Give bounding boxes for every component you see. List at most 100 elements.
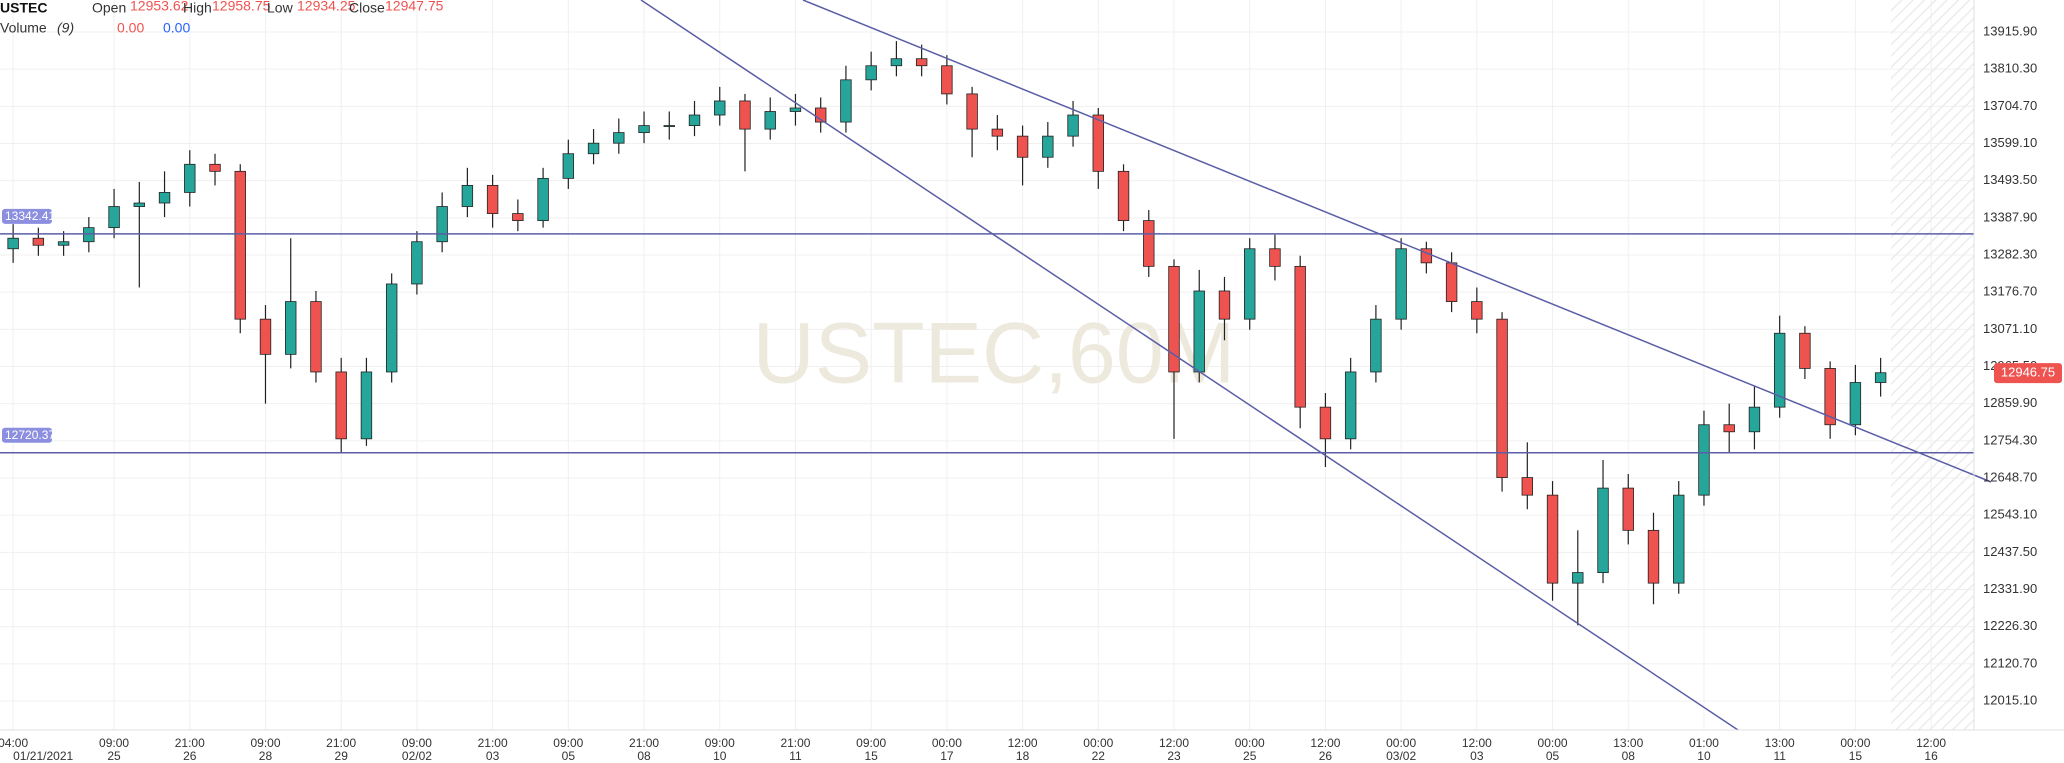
candle-body xyxy=(1546,494,1559,584)
x-tick-date: 02/02 xyxy=(402,749,432,763)
y-tick-label: 13282.30 xyxy=(1983,246,2037,261)
x-tick-label: 13:00 xyxy=(1765,736,1795,750)
candle-body xyxy=(1673,494,1685,584)
x-tick-label: 00:00 xyxy=(1235,736,1265,750)
candle-body xyxy=(1773,332,1786,408)
candle-body xyxy=(915,58,928,67)
candle-body xyxy=(714,100,726,116)
volume-value: 0.00 xyxy=(163,20,190,36)
candle-body xyxy=(1344,371,1357,440)
y-tick-label: 13599.10 xyxy=(1983,135,2037,150)
candle-body xyxy=(1218,290,1231,320)
candle-body xyxy=(739,100,751,130)
volume-label: Volume xyxy=(0,20,47,36)
x-tick-label: 12:00 xyxy=(1159,736,1189,750)
candle-body xyxy=(209,163,221,172)
x-tick-date: 23 xyxy=(1167,749,1181,763)
x-tick-date: 22 xyxy=(1092,749,1106,763)
x-tick-date: 03 xyxy=(486,749,500,763)
candle-body xyxy=(83,227,95,243)
candle-body xyxy=(1572,572,1584,584)
legend-header: USTEC Open 12953.62 High 12958.75 Low 12… xyxy=(0,0,444,36)
field-value: 12934.25 xyxy=(297,0,356,14)
x-tick-date: 28 xyxy=(259,749,273,763)
candle-body xyxy=(486,185,499,214)
x-tick-date: 05 xyxy=(562,749,576,763)
candle-body xyxy=(1647,529,1660,584)
candle-body xyxy=(814,107,827,123)
y-tick-label: 12754.30 xyxy=(1983,432,2037,447)
time-axis: 04:0001/21/202109:002521:002609:002821:0… xyxy=(0,736,1946,763)
x-tick-date: 29 xyxy=(335,749,349,763)
candle-body xyxy=(1521,477,1534,496)
candle-body xyxy=(587,142,600,155)
last-price: 12946.75 xyxy=(1994,363,2062,384)
candle-body xyxy=(1143,220,1155,267)
field-value: 12947.75 xyxy=(385,0,444,14)
x-tick-label: 09:00 xyxy=(856,736,886,750)
x-tick-date: 03 xyxy=(1470,749,1484,763)
candle-body xyxy=(1622,487,1634,531)
candle-body xyxy=(1294,265,1306,408)
y-tick-label: 13071.10 xyxy=(1983,321,2037,336)
candle-body xyxy=(7,237,19,250)
field-name: Open xyxy=(92,0,126,16)
y-tick-label: 13704.70 xyxy=(1983,98,2037,113)
candle-body xyxy=(890,58,903,67)
candle-body xyxy=(1471,301,1483,320)
candle-body xyxy=(133,202,146,207)
last-price-label: 12946.75 xyxy=(2001,365,2055,380)
field-value: 12953.62 xyxy=(130,0,189,14)
candle-body xyxy=(57,241,70,246)
y-tick-label: 13493.50 xyxy=(1983,172,2037,187)
x-tick-label: 21:00 xyxy=(629,736,659,750)
trendlines xyxy=(640,0,1974,730)
grid xyxy=(0,0,1974,730)
trendline xyxy=(802,0,1974,476)
x-tick-date: 25 xyxy=(107,749,121,763)
x-tick-date: 08 xyxy=(637,749,651,763)
candle-body xyxy=(1748,406,1761,433)
x-tick-label: 09:00 xyxy=(250,736,280,750)
candle-body xyxy=(613,132,625,144)
x-tick-date: 15 xyxy=(1849,749,1863,763)
candle-body xyxy=(411,241,423,285)
candle-body xyxy=(1445,262,1458,302)
x-tick-label: 21:00 xyxy=(780,736,810,750)
x-tick-date: 17 xyxy=(940,749,954,763)
candle-body xyxy=(991,128,1004,137)
y-tick-label: 12331.90 xyxy=(1983,581,2037,596)
y-tick-label: 13915.90 xyxy=(1983,23,2037,38)
volume-period: (9) xyxy=(57,20,74,36)
x-tick-label: 12:00 xyxy=(1462,736,1492,750)
y-tick-label: 12859.90 xyxy=(1983,395,2037,410)
x-tick-label: 12:00 xyxy=(1916,736,1946,750)
candle-body xyxy=(764,111,776,130)
candle-body xyxy=(335,371,347,440)
candle-body xyxy=(1597,487,1609,573)
candle-body xyxy=(688,114,701,126)
field-value: 12958.75 xyxy=(212,0,271,14)
x-tick-date: 16 xyxy=(1924,749,1938,763)
y-tick-label: 12226.30 xyxy=(1983,618,2037,633)
x-tick-label: 12:00 xyxy=(1008,736,1038,750)
trendline-end xyxy=(1973,474,1992,483)
field-name: Low xyxy=(267,0,294,16)
candle-body xyxy=(1092,114,1104,172)
level-label-box xyxy=(2,427,52,443)
candle-body xyxy=(32,237,45,246)
x-tick-label: 09:00 xyxy=(553,736,583,750)
candle-body xyxy=(234,170,246,320)
x-tick-label: 12:00 xyxy=(1310,736,1340,750)
candle-body xyxy=(537,177,549,222)
x-tick-label: 13:00 xyxy=(1613,736,1643,750)
y-tick-label: 12120.70 xyxy=(1983,655,2037,670)
candle-body xyxy=(1042,135,1054,158)
y-tick-label: 12543.10 xyxy=(1983,507,2037,522)
candle-body xyxy=(1395,248,1407,320)
level-label: 12720.37 xyxy=(5,428,55,442)
level-label-box xyxy=(2,208,52,224)
candle-body xyxy=(789,107,802,112)
candle-body xyxy=(461,185,474,207)
